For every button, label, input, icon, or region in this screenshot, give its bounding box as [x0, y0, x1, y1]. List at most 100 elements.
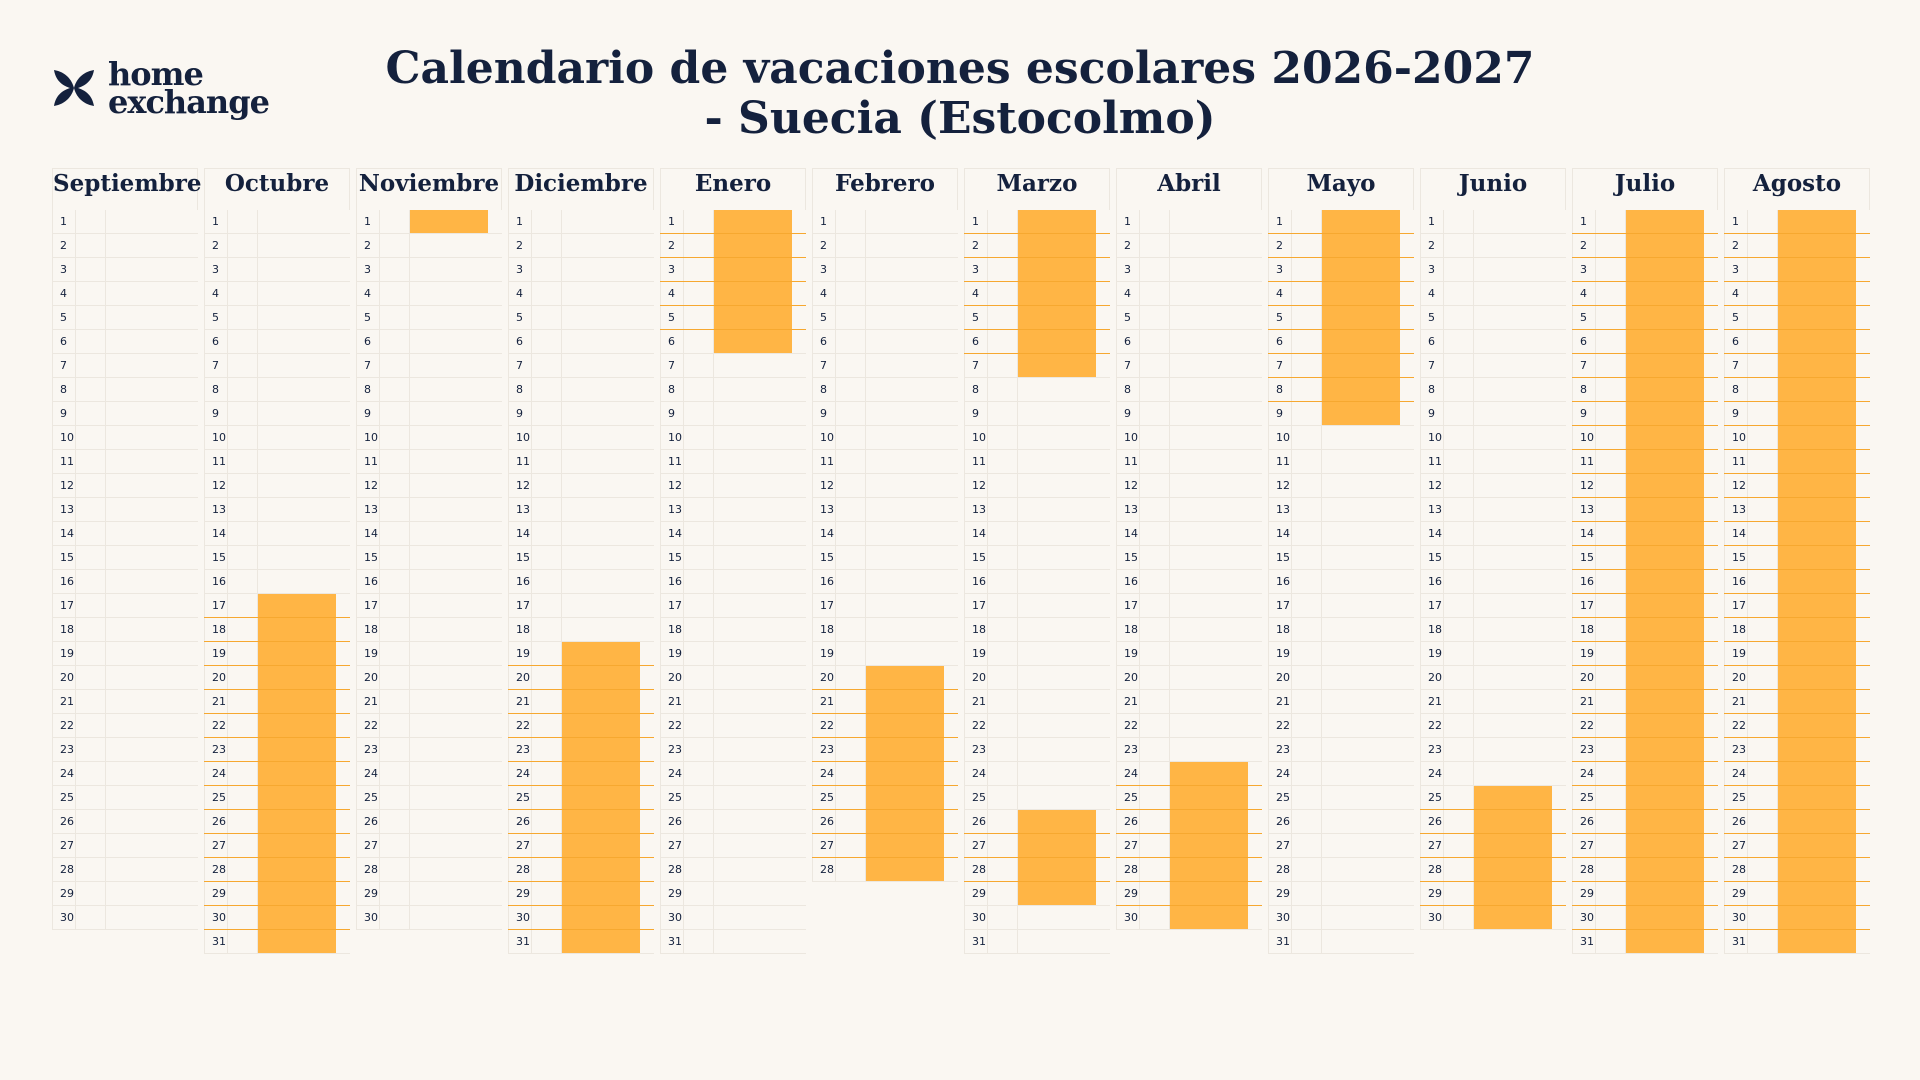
- day-number: 23: [660, 738, 684, 761]
- day-number: 14: [1116, 522, 1140, 545]
- day-number: 2: [812, 234, 836, 257]
- day-bar: [258, 426, 336, 449]
- day-number: 17: [964, 594, 988, 617]
- day-cell: [836, 618, 866, 641]
- holiday-bar: [562, 642, 640, 665]
- day-cell: [228, 618, 258, 641]
- day-number: 29: [1724, 882, 1748, 905]
- day-row-holiday: 3: [964, 258, 1110, 282]
- day-number: 19: [660, 642, 684, 665]
- holiday-bar: [866, 786, 944, 809]
- day-row: 13: [1116, 498, 1262, 522]
- day-row: 19: [812, 642, 958, 666]
- day-bar: [866, 426, 944, 449]
- day-row: 6: [508, 330, 654, 354]
- day-row-holiday: 25: [1724, 786, 1870, 810]
- day-number: 19: [356, 642, 380, 665]
- day-row: 4: [356, 282, 502, 306]
- day-number: 4: [964, 282, 988, 305]
- day-row: 9: [356, 402, 502, 426]
- day-cell: [1140, 474, 1170, 497]
- day-bar: [1018, 762, 1096, 785]
- day-cell: [1292, 618, 1322, 641]
- day-number: 11: [812, 450, 836, 473]
- day-bar: [106, 906, 184, 929]
- day-number: 25: [812, 786, 836, 809]
- day-row: 4: [508, 282, 654, 306]
- day-row-holiday: 30: [508, 906, 654, 930]
- holiday-bar: [1626, 402, 1704, 425]
- day-cell: [836, 834, 866, 857]
- day-bar: [106, 402, 184, 425]
- day-row: 9: [1116, 402, 1262, 426]
- day-number: 20: [356, 666, 380, 689]
- day-number: 14: [52, 522, 76, 545]
- holiday-bar: [1018, 210, 1096, 233]
- day-bar: [1322, 714, 1400, 737]
- day-row-holiday: 11: [1572, 450, 1718, 474]
- day-bar: [258, 378, 336, 401]
- page-title: Calendario de vacaciones escolares 2026-…: [385, 43, 1535, 144]
- day-bar: [866, 594, 944, 617]
- day-bar: [1474, 546, 1552, 569]
- day-number: 26: [204, 810, 228, 833]
- day-number: 25: [204, 786, 228, 809]
- day-number: 11: [508, 450, 532, 473]
- day-number: 17: [1268, 594, 1292, 617]
- day-number: 13: [1572, 498, 1596, 521]
- day-row: 15: [660, 546, 806, 570]
- day-number: 24: [204, 762, 228, 785]
- day-number: 18: [356, 618, 380, 641]
- day-bar: [258, 522, 336, 545]
- holiday-bar: [714, 306, 792, 329]
- holiday-bar: [1778, 690, 1856, 713]
- day-number: 7: [1268, 354, 1292, 377]
- day-row: 6: [204, 330, 350, 354]
- day-cell: [380, 642, 410, 665]
- holiday-bar: [1170, 810, 1248, 833]
- day-number: 12: [1572, 474, 1596, 497]
- holiday-bar: [1322, 258, 1400, 281]
- day-row: 28: [1268, 858, 1414, 882]
- day-row-holiday: 3: [1572, 258, 1718, 282]
- day-cell: [380, 234, 410, 257]
- day-row-holiday: 29: [964, 882, 1110, 906]
- day-row: 12: [1268, 474, 1414, 498]
- day-cell: [836, 642, 866, 665]
- day-row: 9: [812, 402, 958, 426]
- day-row: 20: [964, 666, 1110, 690]
- day-row: 15: [508, 546, 654, 570]
- day-bar: [410, 522, 488, 545]
- day-cell: [1292, 906, 1322, 929]
- day-number: 5: [356, 306, 380, 329]
- day-row-holiday: 21: [508, 690, 654, 714]
- day-cell: [1140, 498, 1170, 521]
- day-cell: [1444, 258, 1474, 281]
- day-row-holiday: 4: [1572, 282, 1718, 306]
- day-row-holiday: 23: [1724, 738, 1870, 762]
- day-bar: [866, 258, 944, 281]
- day-bar: [714, 522, 792, 545]
- day-number: 2: [660, 234, 684, 257]
- holiday-bar: [258, 666, 336, 689]
- day-cell: [684, 906, 714, 929]
- day-row-holiday: 24: [1572, 762, 1718, 786]
- day-cell: [76, 474, 106, 497]
- day-row: 1: [52, 210, 198, 234]
- day-bar: [410, 714, 488, 737]
- day-cell: [1748, 426, 1778, 449]
- day-number: 9: [1116, 402, 1140, 425]
- day-bar: [410, 378, 488, 401]
- day-number: 31: [1572, 930, 1596, 953]
- day-cell: [988, 354, 1018, 377]
- day-row-holiday: 22: [1572, 714, 1718, 738]
- day-row: 18: [1116, 618, 1262, 642]
- day-cell: [684, 930, 714, 953]
- day-row: 9: [204, 402, 350, 426]
- day-row-holiday: 24: [1724, 762, 1870, 786]
- day-bar: [258, 450, 336, 473]
- day-cell: [684, 474, 714, 497]
- day-row-holiday: 28: [964, 858, 1110, 882]
- day-row-holiday: 2: [1268, 234, 1414, 258]
- holiday-bar: [258, 642, 336, 665]
